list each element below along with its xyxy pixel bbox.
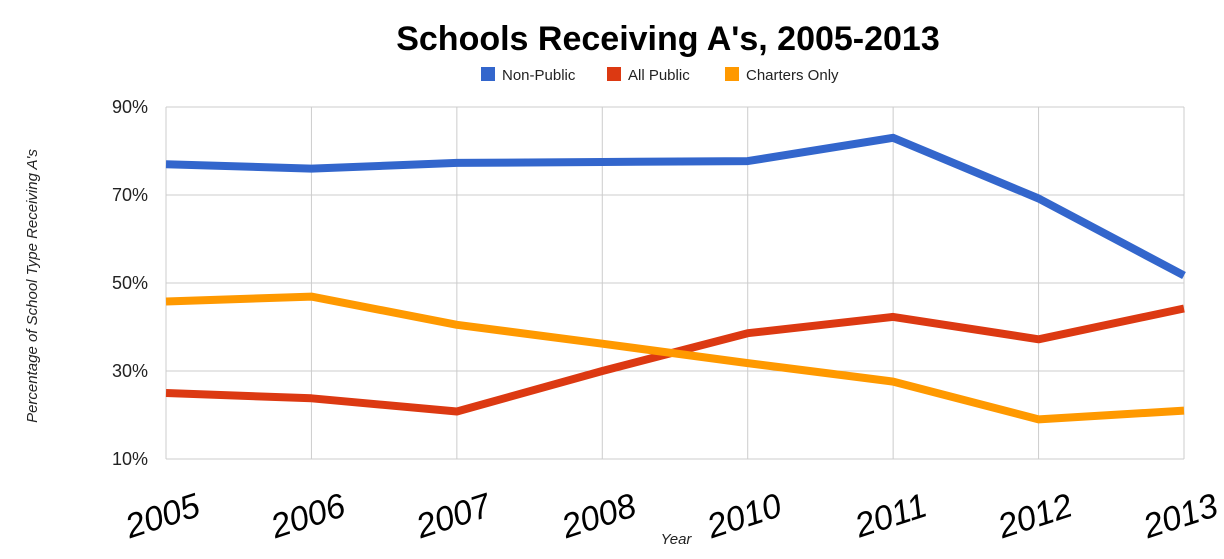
- y-tick-label: 50%: [112, 273, 148, 293]
- legend-label: Non-Public: [502, 67, 576, 84]
- series-line-all-public: [165, 304, 1185, 416]
- legend-swatch: [481, 67, 495, 81]
- y-tick-label: 10%: [112, 449, 148, 469]
- x-tick-label: 2011: [849, 486, 931, 545]
- x-tick-label: 2012: [992, 486, 1077, 546]
- chart-legend: Non-Public All Public Charters Only: [481, 67, 839, 84]
- y-axis-ticks: 10% 30% 50% 70% 90%: [112, 97, 148, 469]
- legend-label: All Public: [628, 67, 690, 84]
- chart-title: Schools Receiving A's, 2005-2013: [396, 20, 940, 58]
- legend-item: Charters Only: [725, 67, 839, 84]
- series-line-charters-only: [165, 292, 1185, 424]
- x-tick-label: 2006: [265, 486, 350, 546]
- y-axis-label: Percentage of School Type Receiving A's: [24, 149, 41, 423]
- legend-swatch: [607, 67, 621, 81]
- x-tick-label: 2007: [411, 486, 497, 546]
- x-tick-label: 2005: [120, 486, 205, 546]
- x-tick-label: 2013: [1138, 486, 1223, 546]
- series-lines: [165, 133, 1186, 424]
- legend-swatch: [725, 67, 739, 81]
- y-tick-label: 70%: [112, 185, 148, 205]
- x-tick-label: 2010: [702, 486, 787, 546]
- y-tick-label: 90%: [112, 97, 148, 117]
- legend-item: All Public: [607, 67, 690, 84]
- series-line-non-public: [165, 133, 1186, 280]
- y-tick-label: 30%: [112, 361, 148, 381]
- legend-item: Non-Public: [481, 67, 576, 84]
- legend-label: Charters Only: [746, 67, 839, 84]
- x-tick-label: 2008: [556, 486, 641, 546]
- x-axis-label: Year: [661, 531, 693, 548]
